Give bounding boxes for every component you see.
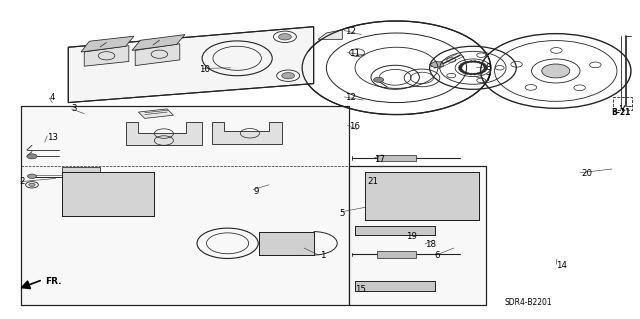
- Circle shape: [476, 73, 480, 75]
- Polygon shape: [20, 106, 349, 305]
- Text: 14: 14: [556, 261, 567, 270]
- Text: 16: 16: [349, 122, 360, 131]
- Polygon shape: [81, 36, 134, 52]
- Text: 12: 12: [346, 27, 356, 36]
- Circle shape: [476, 61, 480, 63]
- Text: 8: 8: [486, 63, 491, 72]
- Text: 12: 12: [346, 93, 356, 102]
- Circle shape: [479, 72, 483, 73]
- Circle shape: [459, 65, 463, 67]
- Circle shape: [278, 33, 291, 40]
- Text: 6: 6: [435, 251, 440, 260]
- Text: 10: 10: [199, 65, 210, 74]
- Polygon shape: [259, 232, 314, 255]
- Circle shape: [479, 62, 483, 64]
- Circle shape: [29, 183, 35, 186]
- Circle shape: [458, 67, 462, 69]
- Polygon shape: [318, 30, 342, 39]
- Text: 18: 18: [425, 241, 436, 249]
- Polygon shape: [125, 122, 202, 145]
- Circle shape: [463, 62, 467, 64]
- Circle shape: [483, 65, 487, 67]
- Text: 2: 2: [19, 177, 25, 186]
- Polygon shape: [355, 281, 435, 291]
- Polygon shape: [212, 122, 282, 144]
- Circle shape: [469, 73, 473, 75]
- Polygon shape: [84, 46, 129, 66]
- Polygon shape: [132, 34, 185, 50]
- Polygon shape: [355, 226, 435, 235]
- Circle shape: [473, 73, 477, 75]
- Circle shape: [469, 61, 473, 63]
- Polygon shape: [429, 62, 444, 68]
- Text: SDR4-B2201: SDR4-B2201: [505, 298, 552, 307]
- Circle shape: [459, 69, 463, 70]
- Text: 5: 5: [339, 209, 344, 218]
- Polygon shape: [378, 251, 415, 257]
- Text: 3: 3: [72, 104, 77, 113]
- Polygon shape: [365, 172, 479, 219]
- Circle shape: [374, 77, 384, 82]
- Circle shape: [463, 72, 467, 73]
- Circle shape: [482, 63, 486, 65]
- Circle shape: [466, 61, 470, 63]
- Text: 20: 20: [581, 169, 592, 178]
- Circle shape: [466, 73, 470, 75]
- Polygon shape: [349, 166, 486, 305]
- Text: 7: 7: [486, 74, 491, 83]
- Text: 13: 13: [47, 133, 58, 142]
- Text: 4: 4: [49, 93, 54, 102]
- Text: 17: 17: [374, 155, 385, 164]
- Circle shape: [483, 69, 487, 70]
- Circle shape: [541, 64, 570, 78]
- Polygon shape: [68, 27, 314, 103]
- Circle shape: [482, 70, 486, 72]
- Text: 15: 15: [355, 285, 366, 294]
- Text: 21: 21: [368, 177, 379, 186]
- Text: 1: 1: [320, 251, 326, 260]
- Text: 11: 11: [349, 49, 360, 58]
- Circle shape: [28, 174, 36, 178]
- Circle shape: [27, 154, 37, 159]
- Polygon shape: [62, 167, 100, 172]
- Circle shape: [473, 61, 477, 63]
- Circle shape: [282, 72, 294, 79]
- Polygon shape: [135, 44, 180, 66]
- Text: FR.: FR.: [45, 277, 61, 286]
- Text: 19: 19: [406, 233, 417, 241]
- Text: 9: 9: [253, 187, 259, 196]
- Circle shape: [484, 67, 488, 69]
- Circle shape: [460, 63, 464, 65]
- Polygon shape: [378, 155, 415, 161]
- Circle shape: [460, 70, 464, 72]
- Polygon shape: [62, 172, 154, 216]
- Polygon shape: [138, 109, 173, 118]
- Text: B-21: B-21: [611, 108, 630, 117]
